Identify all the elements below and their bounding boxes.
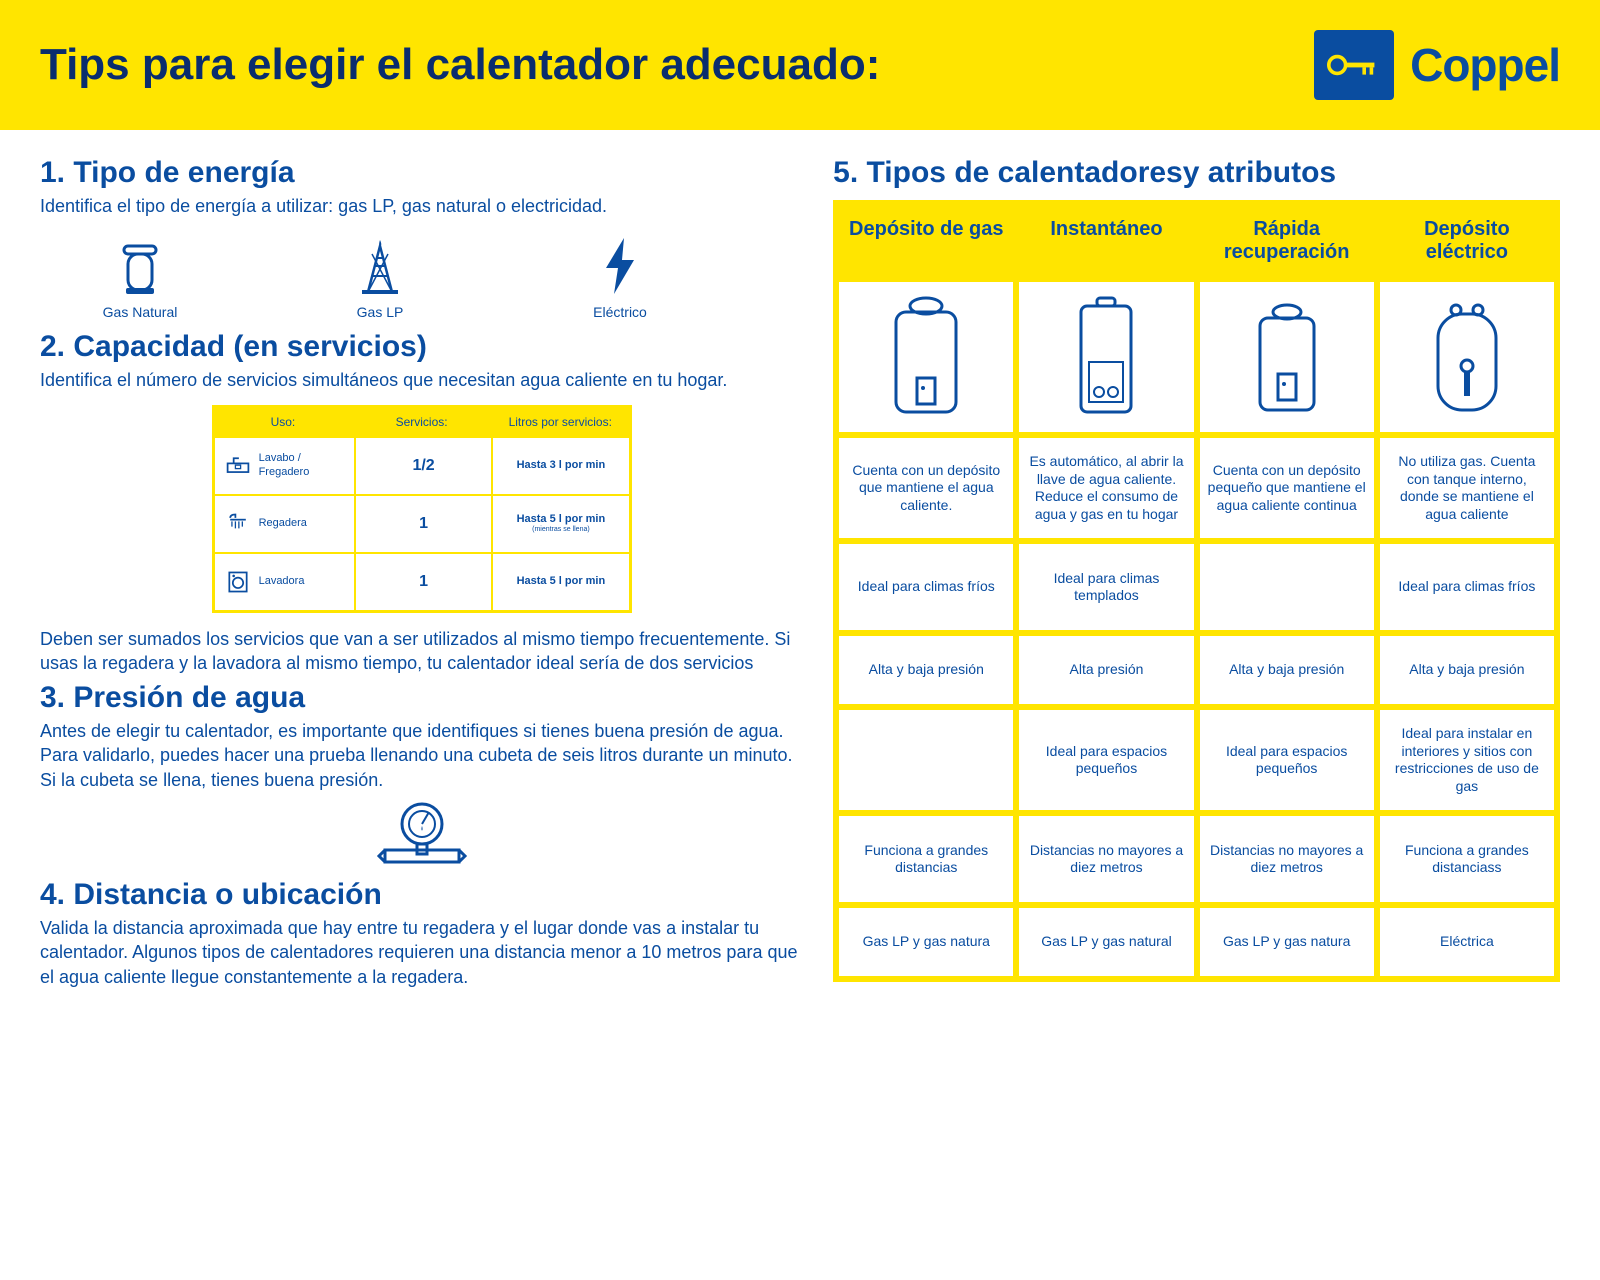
energy-label-1: Gas LP <box>357 304 404 320</box>
c-2-2: Alta y baja presión <box>1200 636 1374 704</box>
left-column: 1. Tipo de energía Identifica el tipo de… <box>40 150 803 989</box>
cap-h-use: Uso: <box>214 407 353 437</box>
section3-title: 3. Presión de agua <box>40 681 803 715</box>
c-2-0: Alta y baja presión <box>839 636 1013 704</box>
content: 1. Tipo de energía Identifica el tipo de… <box>0 130 1600 1009</box>
gauge-figure <box>40 798 803 872</box>
energy-gas-natural: Gas Natural <box>80 236 200 320</box>
page-title: Tips para elegir el calentador adecuado: <box>40 40 880 90</box>
c-5-2: Gas LP y gas natura <box>1200 908 1374 976</box>
bolt-icon <box>590 236 650 296</box>
section2-foot: Deben ser sumados los servicios que van … <box>40 627 803 676</box>
c-4-1: Distancias no mayores a diez metros <box>1019 816 1193 902</box>
c-1-0: Ideal para climas fríos <box>839 544 1013 630</box>
c-4-2: Distancias no mayores a diez metros <box>1200 816 1374 902</box>
c-2-1: Alta presión <box>1019 636 1193 704</box>
brand: Coppel <box>1314 30 1560 100</box>
c-5-0: Gas LP y gas natura <box>839 908 1013 976</box>
col-h-0: Depósito de gas <box>839 206 1013 276</box>
c-1-1: Ideal para climas templados <box>1019 544 1193 630</box>
c-0-0: Cuenta con un depósito que mantiene el a… <box>839 438 1013 538</box>
c-5-3: Eléctrica <box>1380 908 1554 976</box>
derrick-icon <box>350 236 410 296</box>
col-h-1: Instantáneo <box>1019 206 1193 276</box>
cap-use-1: Regadera <box>259 517 307 530</box>
capacity-table: Uso: Servicios: Litros por servicios: La… <box>212 405 632 613</box>
cap-row-1: Regadera 1 Hasta 5 l por min(mientras se… <box>214 495 630 553</box>
c-4-3: Funciona a grandes distanciass <box>1380 816 1554 902</box>
cap-row-2: Lavadora 1 Hasta 5 l por min <box>214 553 630 611</box>
energy-label-2: Eléctrico <box>593 304 647 320</box>
right-column: 5. Tipos de calentadoresy atributos Depó… <box>833 150 1560 989</box>
header-banner: Tips para elegir el calentador adecuado:… <box>0 0 1600 130</box>
section4-sub: Valida la distancia aproximada que hay e… <box>40 916 803 989</box>
shower-icon <box>225 511 251 537</box>
gauge-icon <box>377 798 467 872</box>
cap-row-0: Lavabo / Fregadero 1/2 Hasta 3 l por min <box>214 437 630 495</box>
cap-lit-1: Hasta 5 l por min(mientras se llena) <box>517 513 606 535</box>
c-4-0: Funciona a grandes distancias <box>839 816 1013 902</box>
brand-key-icon <box>1314 30 1394 100</box>
section2-sub: Identifica el número de servicios simult… <box>40 368 803 392</box>
heater-img-0 <box>839 282 1013 432</box>
c-3-3: Ideal para instalar en interiores y siti… <box>1380 710 1554 810</box>
section1-title: 1. Tipo de energía <box>40 156 803 190</box>
section1-sub: Identifica el tipo de energía a utilizar… <box>40 194 803 218</box>
c-5-1: Gas LP y gas natural <box>1019 908 1193 976</box>
cap-srv-2: 1 <box>419 573 428 591</box>
gas-tank-icon <box>110 236 170 296</box>
c-3-2: Ideal para espacios pequeños <box>1200 710 1374 810</box>
c-1-2 <box>1200 544 1374 630</box>
heater-img-2 <box>1200 282 1374 432</box>
c-1-3: Ideal para climas fríos <box>1380 544 1554 630</box>
cap-lit-2: Hasta 5 l por min <box>517 575 606 588</box>
energy-label-0: Gas Natural <box>103 304 178 320</box>
col-h-2: Rápida recuperación <box>1200 206 1374 276</box>
heater-img-1 <box>1019 282 1193 432</box>
section4-title: 4. Distancia o ubicación <box>40 878 803 912</box>
cap-srv-0: 1/2 <box>412 457 434 475</box>
section2-title: 2. Capacidad (en servicios) <box>40 330 803 364</box>
c-0-1: Es automático, al abrir la llave de agua… <box>1019 438 1193 538</box>
heater-img-3 <box>1380 282 1554 432</box>
cap-h-lit: Litros por servicios: <box>491 407 630 437</box>
c-3-0 <box>839 710 1013 810</box>
c-0-2: Cuenta con un depósito pequeño que manti… <box>1200 438 1374 538</box>
c-3-1: Ideal para espacios pequeños <box>1019 710 1193 810</box>
section3-sub: Antes de elegir tu calentador, es import… <box>40 719 803 792</box>
cap-lit-0: Hasta 3 l por min <box>517 459 606 472</box>
heater-grid: Depósito de gas Instantáneo Rápida recup… <box>833 200 1560 982</box>
col-h-3: Depósito eléctrico <box>1380 206 1554 276</box>
brand-name: Coppel <box>1410 38 1560 92</box>
washer-icon <box>225 569 251 595</box>
c-0-3: No utiliza gas. Cuenta con tanque intern… <box>1380 438 1554 538</box>
cap-use-2: Lavadora <box>259 575 305 588</box>
section5-title: 5. Tipos de calentadoresy atributos <box>833 156 1560 190</box>
capacity-header: Uso: Servicios: Litros por servicios: <box>214 407 630 437</box>
energy-electric: Eléctrico <box>560 236 680 320</box>
cap-use-0: Lavabo / Fregadero <box>259 452 348 478</box>
sink-icon <box>225 453 251 479</box>
cap-h-srv: Servicios: <box>352 407 491 437</box>
c-2-3: Alta y baja presión <box>1380 636 1554 704</box>
energy-gas-lp: Gas LP <box>320 236 440 320</box>
energy-row: Gas Natural Gas LP Eléctrico <box>80 236 803 320</box>
cap-srv-1: 1 <box>419 515 428 533</box>
